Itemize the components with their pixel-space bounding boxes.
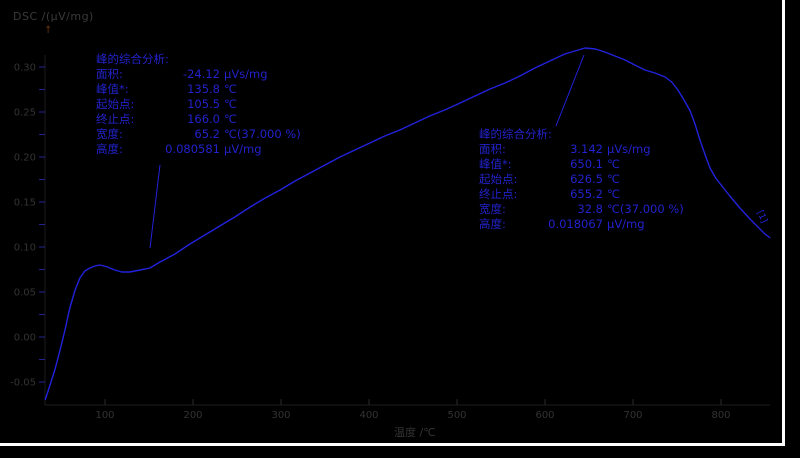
analysis-row-unit: μV/mg bbox=[607, 217, 645, 231]
x-tick-label: 100 bbox=[95, 410, 114, 421]
annotation-leader-line bbox=[149, 164, 161, 249]
analysis-row-unit: ℃ bbox=[224, 112, 237, 126]
y-tick-label: 0.20 bbox=[14, 153, 36, 164]
dsc-curve bbox=[44, 47, 771, 401]
analysis-row-value: 650.1 bbox=[570, 157, 603, 171]
dsc-chart-area: 0.30 0.25 0.20 0.15 0.10 0.05 0.00 -0.05 100 200 3… bbox=[0, 0, 785, 446]
x-tick-label: 300 bbox=[271, 410, 290, 421]
x-tick-label: 500 bbox=[447, 410, 466, 421]
x-tick-label: 200 bbox=[183, 410, 202, 421]
analysis-row: 起始点: 105.5 ℃ bbox=[96, 97, 301, 112]
analysis-row-value: 65.2 bbox=[194, 127, 220, 141]
y-tick-label: 0.00 bbox=[14, 333, 36, 344]
analysis-row-label: 起始点: bbox=[479, 172, 518, 186]
analysis-row: 峰值*: 135.8 ℃ bbox=[96, 82, 301, 97]
analysis-row-value: 0.018067 bbox=[548, 217, 603, 231]
analysis-row-unit: ℃(37.000 %) bbox=[224, 127, 301, 141]
peak-analysis-rows: 面积: 3.142 μVs/mg 峰值*: 650.1 ℃ 起始点: 626.5 ℃ 终止点: 65… bbox=[479, 142, 684, 232]
y-tick-label: -0.05 bbox=[10, 378, 36, 389]
analysis-row: 起始点: 626.5 ℃ bbox=[479, 172, 684, 187]
analysis-row-unit: ℃ bbox=[224, 82, 237, 96]
analysis-row: 终止点: 166.0 ℃ bbox=[96, 112, 301, 127]
analysis-row: 终止点: 655.2 ℃ bbox=[479, 187, 684, 202]
analysis-row-unit: ℃(37.000 %) bbox=[607, 202, 684, 216]
analysis-row: 峰值*: 650.1 ℃ bbox=[479, 157, 684, 172]
peak-analysis-title: 峰的综合分析: bbox=[479, 127, 552, 141]
analysis-row-label: 终止点: bbox=[96, 112, 135, 126]
peak-analysis-annotation-1: 峰的综合分析: 面积: -24.12 μVs/mg 峰值*: 135.8 ℃ 起始点: 105… bbox=[96, 52, 301, 157]
x-axis-title: 温度 /℃ bbox=[394, 426, 436, 439]
analysis-row-value: 32.8 bbox=[577, 202, 603, 216]
analysis-row-unit: ℃ bbox=[607, 157, 620, 171]
y-axis-title: DSC /(μV/mg) bbox=[13, 10, 94, 23]
analysis-row-label: 宽度: bbox=[479, 202, 506, 216]
analysis-row: 高度: 0.080581 μV/mg bbox=[96, 142, 301, 157]
peak-analysis-rows: 面积: -24.12 μVs/mg 峰值*: 135.8 ℃ 起始点: 105.5 ℃ 终止点: 1… bbox=[96, 67, 301, 157]
analysis-row-value: 135.8 bbox=[187, 82, 220, 96]
exo-direction-marker: ↑ bbox=[44, 25, 53, 36]
plot-canvas: 0.30 0.25 0.20 0.15 0.10 0.05 0.00 -0.05 100 200 3… bbox=[10, 47, 771, 421]
peak-analysis-title: 峰的综合分析: bbox=[96, 52, 169, 66]
x-tick-label: 600 bbox=[535, 410, 554, 421]
analysis-row-label: 面积: bbox=[479, 142, 506, 156]
analysis-row-unit: ℃ bbox=[224, 97, 237, 111]
y-tick-label: 0.05 bbox=[14, 288, 36, 299]
annotation-leader-line bbox=[555, 54, 585, 127]
analysis-row-label: 起始点: bbox=[96, 97, 135, 111]
analysis-row: 面积: 3.142 μVs/mg bbox=[479, 142, 684, 157]
analysis-row: 宽度: 65.2 ℃(37.000 %) bbox=[96, 127, 301, 142]
analysis-row-unit: ℃ bbox=[607, 172, 620, 186]
analysis-row-label: 高度: bbox=[479, 217, 506, 231]
analysis-row-label: 面积: bbox=[96, 67, 123, 81]
analysis-row-unit: ℃ bbox=[607, 187, 620, 201]
x-tick-label: 700 bbox=[623, 410, 642, 421]
analysis-row-value: 626.5 bbox=[570, 172, 603, 186]
analysis-row-unit: μVs/mg bbox=[607, 142, 651, 156]
y-tick-label: 0.15 bbox=[14, 198, 36, 209]
analysis-row-value: 3.142 bbox=[570, 142, 603, 156]
analysis-row-label: 峰值*: bbox=[479, 157, 512, 171]
analysis-row-value: 655.2 bbox=[570, 187, 603, 201]
analysis-row: 面积: -24.12 μVs/mg bbox=[96, 67, 301, 82]
analysis-row-value: 166.0 bbox=[187, 112, 220, 126]
y-tick-label: 0.30 bbox=[14, 63, 36, 74]
y-tick-label: 0.10 bbox=[14, 243, 36, 254]
analysis-row-unit: μV/mg bbox=[224, 142, 262, 156]
analysis-row-unit: μVs/mg bbox=[224, 67, 268, 81]
y-tick-label: 0.25 bbox=[14, 108, 36, 119]
analysis-row: 宽度: 32.8 ℃(37.000 %) bbox=[479, 202, 684, 217]
curve-index-label: [1] bbox=[754, 209, 768, 225]
analysis-row-label: 高度: bbox=[96, 142, 123, 156]
analysis-row-value: -24.12 bbox=[182, 67, 220, 81]
x-tick-label: 400 bbox=[359, 410, 378, 421]
analysis-row-value: 0.080581 bbox=[165, 142, 220, 156]
x-tick-label: 800 bbox=[711, 410, 730, 421]
analysis-row-label: 终止点: bbox=[479, 187, 518, 201]
analysis-row-label: 宽度: bbox=[96, 127, 123, 141]
analysis-row: 高度: 0.018067 μV/mg bbox=[479, 217, 684, 232]
analysis-row-value: 105.5 bbox=[187, 97, 220, 111]
analysis-row-label: 峰值*: bbox=[96, 82, 129, 96]
peak-analysis-annotation-2: 峰的综合分析: 面积: 3.142 μVs/mg 峰值*: 650.1 ℃ 起始点: 626.… bbox=[479, 127, 684, 232]
